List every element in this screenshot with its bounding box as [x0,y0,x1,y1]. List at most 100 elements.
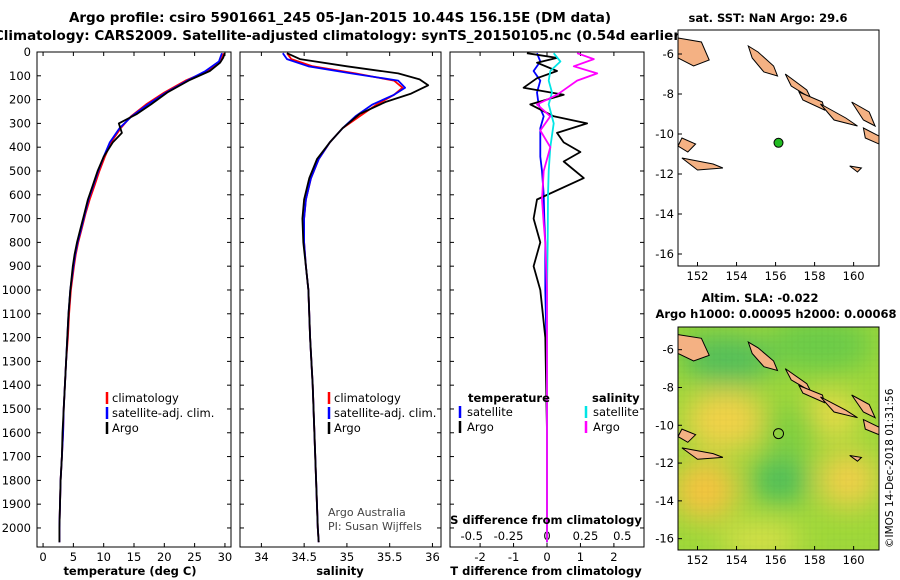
sst-map-land [678,37,879,173]
sla-map-xtick-label: 158 [804,553,826,567]
temperature-x-axis: 0 5 10 15 20 25 30 [39,52,232,564]
sst-map-ytick-label: -14 [655,207,674,221]
salinity-line-argo [286,52,430,543]
sst-map-island [797,91,826,111]
credit-pi: PI: Susan Wijffels [328,520,422,533]
credit-argo-australia: Argo Australia [328,506,406,519]
difference-x-axis: -2 -1 0 1 2-0.5 -0.25 0 0.25 0.5 [461,52,631,564]
sst-map-island [849,165,863,173]
depth-tick-label: 1600 [2,426,31,440]
sst-map-axes: 152 154 156 158 160 -6 -8 -10 -12 -14 -16 [655,47,864,283]
sst-map-xtick-label: 160 [843,269,865,283]
salinity-tick-label: 34 [254,550,269,564]
sla-map-axes: 152 154 156 158 160 -6 -8 -10 -12 -14 -16 [655,343,864,567]
imos-credit: ©IMOS 14-Dec-2018 01:31:56 [884,388,896,548]
difference-legend: temperature satellite Argo salinity sate… [458,391,640,434]
legend-argo-label: Argo [334,421,361,435]
temperature-line-climatology [58,52,225,543]
sla-map-ytick-label: -10 [655,418,674,432]
legend-s-satellite-label: satellite [593,405,639,419]
depth-tick-label: 100 [9,69,31,83]
depth-tick-label: 1900 [2,497,31,511]
sla-map-title-line2: Argo h1000: 0.00095 h2000: 0.00068 [655,307,896,321]
difference-line-salinity-satellite [546,52,562,543]
sst-map-island [678,137,697,153]
figure-title-line1: Argo profile: csiro 5901661_245 05-Jan-2… [69,10,611,26]
sla-map-island [678,428,697,443]
salinity-tick-label: 35.5 [377,550,403,564]
sla-map-island [747,340,779,372]
depth-tick-label: 1700 [2,450,31,464]
figure-title-line2: Climatology: CARS2009. Satellite-adjuste… [0,28,686,44]
sla-map-island [851,394,877,419]
depth-tick-label: 1300 [2,354,31,368]
depth-tick-label: 600 [9,188,31,202]
temperature-tick-label: 5 [70,550,77,564]
temperature-tick-label: 15 [127,550,142,564]
temperature-panel-frame [36,51,232,548]
legend-climatology-label: climatology [112,391,179,405]
legend-t-satellite-label: satellite [467,405,513,419]
sla-map-xtick-label: 160 [843,553,865,567]
depth-axis: 0 100 200 300 400 500 600 700 800 900 1000 1100 1200… [2,45,644,535]
difference-tick-label: 1 [577,550,584,564]
depth-tick-label: 200 [9,93,31,107]
sla-map-frame [677,326,880,551]
sst-map [678,30,879,266]
salinity-legend: climatology satellite-adj. clim. Argo [327,391,436,435]
sla-map-island [681,447,724,460]
temperature-tick-label: 30 [218,550,233,564]
sla-map-xtick-label: 156 [765,553,787,567]
s-difference-tick-label: -0.5 [461,529,483,543]
sla-map-island [678,334,710,362]
sst-map-frame [677,29,880,267]
temperature-tick-label: 0 [39,550,46,564]
sst-map-xtick-label: 152 [687,269,709,283]
depth-tick-label: 500 [9,164,31,178]
salinity-tick-label: 36 [425,550,440,564]
legend-argo-label: Argo [112,421,139,435]
s-difference-tick-label: 0.25 [573,529,599,543]
temperature-tick-label: 10 [96,550,111,564]
salinity-x-axis: 34 34.5 35 35.5 36 [254,52,440,564]
sst-map-ytick-label: -16 [655,247,674,261]
salinity-tick-label: 35 [340,550,355,564]
sst-map-ytick-label: -8 [663,87,674,101]
sst-map-island [820,103,858,127]
legend-salinity-header: salinity [592,391,640,405]
legend-satellite-label: satellite-adj. clim. [112,406,214,420]
salinity-xlabel: salinity [316,564,364,578]
temperature-xlabel: temperature (deg C) [63,564,196,578]
depth-tick-label: 1100 [2,307,31,321]
depth-tick-label: 1500 [2,402,31,416]
depth-tick-label: 1200 [2,331,31,345]
sst-map-island [862,127,879,145]
depth-tick-label: 1800 [2,473,31,487]
difference-line-temperature-argo [522,52,588,543]
profile-location-marker [773,137,784,148]
sla-map-title-line1: Altim. SLA: -0.022 [701,291,818,305]
sst-map-ytick-label: -6 [663,47,674,61]
sst-map-xtick-label: 154 [726,269,748,283]
t-difference-xlabel: T difference from climatology [450,564,642,578]
sla-map-ytick-label: -8 [663,380,674,394]
sla-map-island [862,418,879,436]
sla-map-ytick-label: -6 [663,343,674,357]
difference-tick-label: -1 [508,550,519,564]
sst-map-ytick-label: -12 [655,167,674,181]
difference-line-salinity-argo [536,52,599,543]
difference-tick-label: 2 [610,550,617,564]
sla-map-island [820,396,858,419]
depth-tick-label: 700 [9,212,31,226]
temperature-line-argo [58,52,226,543]
sla-map-ytick-label: -14 [655,494,674,508]
profile-location-marker [773,428,784,440]
sla-map-xtick-label: 152 [687,553,709,567]
salinity-series [282,52,430,543]
sla-map-land [678,334,879,462]
temperature-line-satellite-adj-clim- [58,52,223,543]
legend-temperature-header: temperature [468,391,550,405]
difference-tick-label: 0 [543,550,550,564]
difference-tick-label: -2 [474,550,485,564]
